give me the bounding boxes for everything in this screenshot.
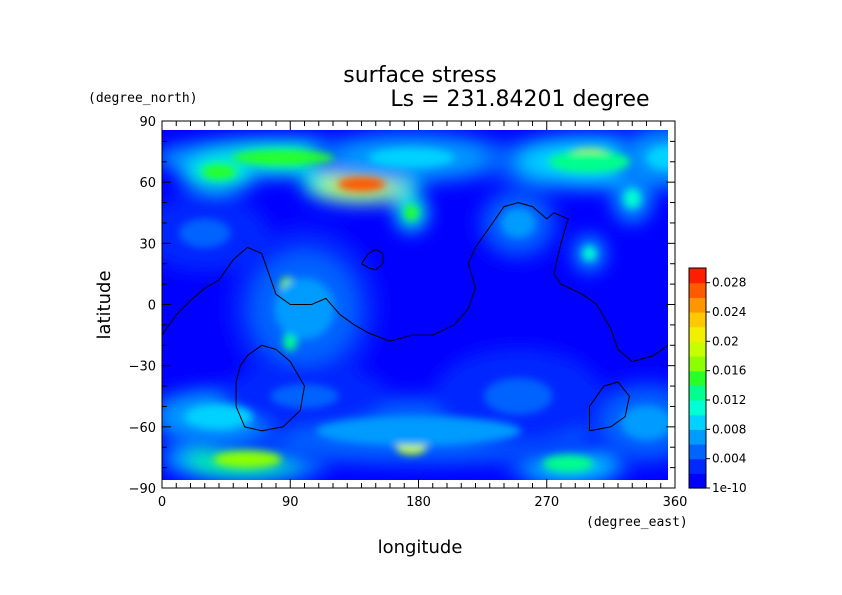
y-tick-label-6: −90 [129, 482, 156, 497]
heatmap-peak-7 [623, 188, 641, 209]
colorbar-label-5: 0.008 [712, 422, 746, 436]
heatmap-peak-13 [582, 246, 597, 261]
colorbar-segment-3 [689, 429, 706, 445]
chart-title: surface stress [343, 63, 496, 88]
chart-subtitle: Ls = 231.84201 degree [390, 87, 649, 112]
heatmap-peak-19 [184, 404, 254, 429]
heatmap-glow [162, 130, 668, 480]
colorbar-label-0: 0.028 [712, 276, 746, 290]
heatmap-peak-4 [201, 164, 237, 180]
heatmap-peak-5 [368, 147, 455, 168]
heatmap-peak-20 [620, 405, 668, 440]
colorbar-label-4: 0.012 [712, 393, 746, 407]
contour-line-2 [589, 381, 630, 432]
colorbar-segment-0 [689, 473, 706, 489]
colorbar: 0.028 0.024 0.02 0.016 0.012 0.008 0.004 1e-10 [688, 267, 747, 495]
y-tick-label-4: −30 [129, 360, 156, 375]
colorbar-segment-9 [689, 341, 706, 357]
x-units-label: (degree_east) [586, 515, 688, 530]
colorbar-segment-5 [689, 400, 706, 416]
heatmap-field [162, 130, 668, 480]
y-tick-label-2: 30 [139, 237, 156, 252]
colorbar-segment-14 [689, 268, 706, 284]
y-tick-label-3: 0 [148, 299, 156, 314]
y-tick-label-0: 90 [139, 115, 156, 130]
colorbar-segment-7 [689, 370, 706, 386]
x-axis-label: longitude [378, 537, 463, 558]
colorbar-label-6: 0.004 [712, 452, 746, 466]
x-tick-label-2: 180 [406, 495, 431, 510]
y-units-label: (degree_north) [88, 91, 198, 106]
colorbar-label-1: 0.024 [712, 305, 746, 319]
heatmap-peak-3 [231, 150, 335, 166]
contour-line-1 [235, 344, 306, 432]
heatmap-peak-2 [548, 150, 631, 173]
colorbar-segment-4 [689, 414, 706, 430]
colorbar-segment-6 [689, 385, 706, 401]
y-axis-ticks: 90 60 30 0 −30 −60 −90 [129, 115, 675, 497]
x-tick-label-1: 90 [282, 495, 299, 510]
colorbar-segment-13 [689, 282, 706, 298]
colorbar-segment-12 [689, 297, 706, 313]
x-tick-label-3: 270 [534, 495, 559, 510]
x-tick-label-4: 360 [663, 495, 688, 510]
heatmap-peak-15 [213, 450, 282, 469]
heatmap-peak-17 [542, 454, 594, 473]
heatmap-peak-0 [337, 176, 386, 192]
contour-line-3 [361, 248, 384, 271]
y-axis-label: latitude [94, 270, 115, 339]
colorbar-segment-11 [689, 312, 706, 328]
heatmap-peak-21 [484, 377, 553, 415]
topography-contours [162, 202, 668, 432]
heatmap-peak-11 [274, 277, 335, 340]
colorbar-label-7: 1e-10 [712, 481, 747, 495]
heatmap-core [179, 145, 668, 473]
colorbar-segment-10 [689, 326, 706, 342]
heatmap-peak-12 [179, 218, 231, 248]
heatmap-peak-22 [270, 384, 339, 409]
colorbar-segment-8 [689, 356, 706, 372]
heatmap-peak-14 [501, 208, 536, 238]
y-tick-label-5: −60 [129, 421, 156, 436]
colorbar-label-2: 0.02 [712, 334, 739, 348]
colorbar-label-3: 0.016 [712, 364, 746, 378]
colorbar-segment-2 [689, 444, 706, 460]
heatmap-peak-8 [404, 205, 419, 221]
contour-line-0 [162, 202, 668, 363]
x-tick-label-0: 0 [158, 495, 166, 510]
colorbar-segment-1 [689, 458, 706, 474]
colorbar-frame [688, 267, 707, 489]
y-tick-label-1: 60 [139, 176, 156, 191]
heatmap-peak-6 [646, 145, 668, 170]
x-axis-ticks: 0 90 180 270 360 [158, 121, 688, 510]
heatmap-peak-18 [315, 416, 522, 446]
